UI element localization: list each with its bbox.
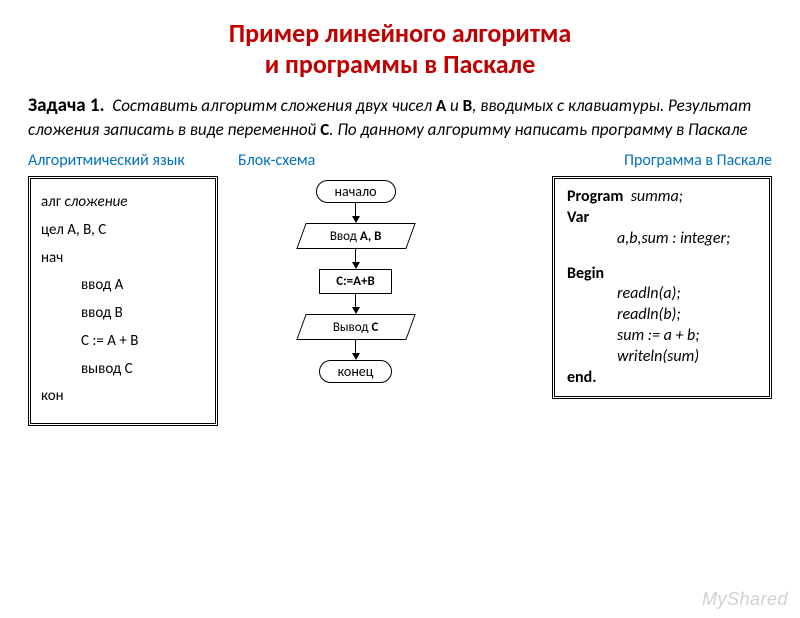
flow-input-label-2: A, B xyxy=(360,229,382,244)
task-lead: Задача 1. xyxy=(28,94,105,117)
alg-line-2: цел A, B, C xyxy=(41,217,205,245)
pas-line-5: readln(a); xyxy=(567,284,759,305)
task-var-c: C xyxy=(320,119,329,140)
pas-line-8: writeln(sum) xyxy=(567,347,759,368)
flow-start: начало xyxy=(316,180,396,203)
task-tail: . По данному алгоритму написать программ… xyxy=(329,119,747,140)
flowchart: начало Ввод A, B C:=A+B Вывод C конец xyxy=(248,180,463,383)
alg-line-3: нач xyxy=(41,245,205,273)
flow-output-label-2: C xyxy=(371,320,378,335)
alg-name: сложение xyxy=(64,193,127,211)
pas-line-7: sum := a + b; xyxy=(567,326,759,347)
title-line-2: и программы в Паскале xyxy=(265,48,536,80)
pas-line-3: a,b,sum : integer; xyxy=(567,229,759,250)
alg-line-4: ввод A xyxy=(41,272,205,300)
alg-line-1: алг сложение xyxy=(41,189,205,217)
flow-process: C:=A+B xyxy=(319,269,392,294)
task-body-1: Составить алгоритм сложения двух чисел xyxy=(112,95,432,116)
pas-line-2: Var xyxy=(567,208,759,229)
task-text: Задача 1. Составить алгоритм сложения дв… xyxy=(28,94,772,141)
alg-line-8: кон xyxy=(41,383,205,411)
pas-line-9: end. xyxy=(567,368,759,389)
label-pascal: Программа в Паскале xyxy=(624,151,772,170)
pas-line-4: Begin xyxy=(567,264,759,285)
flow-arrow-2 xyxy=(352,249,360,269)
flow-arrow-1 xyxy=(352,203,360,223)
pas-line-6: readln(b); xyxy=(567,305,759,326)
label-algorithmic: Алгоритмический язык xyxy=(28,151,238,170)
task-and: и xyxy=(450,95,459,116)
pas-kw-program: Program xyxy=(567,187,623,206)
flow-input: Ввод A, B xyxy=(296,223,415,249)
flow-arrow-3 xyxy=(352,294,360,314)
alg-kw: алг xyxy=(41,193,61,211)
task-var-b: B xyxy=(463,95,473,116)
columns: алг сложение цел A, B, C нач ввод A ввод… xyxy=(28,176,772,426)
pascal-box: Program summa; Var a,b,sum : integer; Be… xyxy=(552,176,772,399)
flow-end: конец xyxy=(319,360,393,383)
flow-output: Вывод C xyxy=(296,314,415,340)
flow-output-label-1: Вывод xyxy=(333,320,372,335)
task-var-a: A xyxy=(436,95,446,116)
label-flowchart: Блок-схема xyxy=(238,151,458,170)
algorithmic-box: алг сложение цел A, B, C нач ввод A ввод… xyxy=(28,176,218,426)
column-labels: Алгоритмический язык Блок-схема Программ… xyxy=(28,151,772,170)
slide-title: Пример линейного алгоритма и программы в… xyxy=(0,18,800,80)
alg-line-5: ввод B xyxy=(41,300,205,328)
pas-name: summa; xyxy=(631,187,683,206)
alg-line-7: вывод C xyxy=(41,356,205,384)
pas-line-1: Program summa; xyxy=(567,187,759,208)
alg-line-6: C := A + B xyxy=(41,328,205,356)
flow-arrow-4 xyxy=(352,340,360,360)
pas-blank xyxy=(567,250,759,264)
title-line-1: Пример линейного алгоритма xyxy=(229,17,571,49)
flow-input-label-1: Ввод xyxy=(330,229,360,244)
